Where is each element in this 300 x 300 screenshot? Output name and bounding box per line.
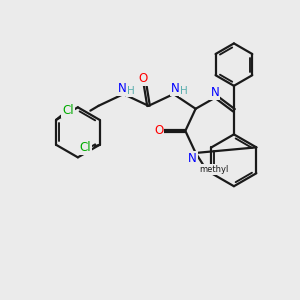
Text: O: O [154, 124, 164, 137]
Text: Cl: Cl [62, 103, 74, 117]
Text: N: N [118, 82, 126, 95]
Text: N: N [188, 152, 197, 165]
Text: N: N [210, 86, 219, 99]
Text: H: H [180, 86, 188, 96]
Text: methyl: methyl [200, 169, 225, 175]
Text: H: H [127, 86, 135, 96]
Text: O: O [139, 72, 148, 85]
Text: N: N [171, 82, 179, 95]
Text: methyl: methyl [200, 165, 229, 174]
Text: Cl: Cl [79, 141, 91, 154]
